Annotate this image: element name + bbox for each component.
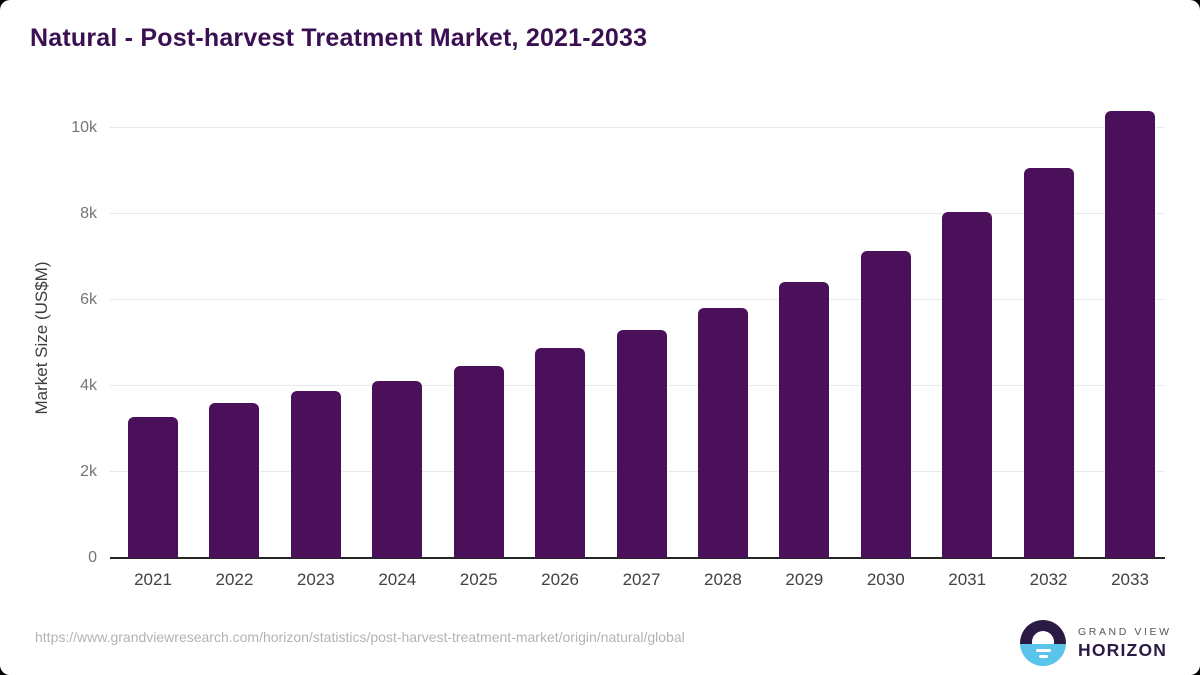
x-tick-label-2028: 2028 <box>703 570 742 589</box>
x-tick-label-2022: 2022 <box>215 570 254 589</box>
x-tick-label-2030: 2030 <box>866 570 905 589</box>
bar-2021[interactable] <box>128 416 178 558</box>
x-tick-label-2026: 2026 <box>541 570 579 589</box>
bar-2022[interactable] <box>209 403 260 558</box>
source-url-text: https://www.grandviewresearch.com/horizo… <box>35 629 685 645</box>
x-tick-label-2029: 2029 <box>785 570 824 589</box>
gridline-8k <box>110 213 1165 214</box>
grand-view-horizon-logo: GRAND VIEW HORIZON <box>1020 620 1172 666</box>
x-tick-label-2027: 2027 <box>622 570 661 589</box>
y-tick-label-0: 0 <box>88 549 97 566</box>
logo-product-name: HORIZON <box>1078 639 1168 660</box>
bar-2029[interactable] <box>779 281 830 558</box>
x-axis-line <box>110 557 1165 559</box>
x-tick-label-2021: 2021 <box>134 570 172 589</box>
y-tick-label-4k: 4k <box>80 377 97 394</box>
bar-2030[interactable] <box>860 250 911 558</box>
bar-2033[interactable] <box>1105 111 1155 558</box>
logo-wordmark: GRAND VIEW HORIZON <box>1078 627 1172 659</box>
bar-2025[interactable] <box>453 365 504 558</box>
sun-dome-shape <box>1032 631 1054 644</box>
bar-2024[interactable] <box>372 380 423 558</box>
plot-area: 0 2k 4k 6k 8k 10k 2021 2022 2023 2024 2025 2026 2027… <box>71 111 1165 589</box>
bar-2027[interactable] <box>616 329 667 558</box>
logo-brand-name: GRAND VIEW <box>1078 626 1172 638</box>
y-tick-label-6k: 6k <box>80 291 97 308</box>
chart-title: Natural - Post-harvest Treatment Market,… <box>30 24 648 52</box>
x-tick-label-2023: 2023 <box>296 570 335 589</box>
bar-2023[interactable] <box>290 390 341 558</box>
x-tick-label-2025: 2025 <box>459 570 498 589</box>
y-tick-label-10k: 10k <box>71 119 97 136</box>
bar-2028[interactable] <box>697 307 748 558</box>
x-tick-label-2033: 2033 <box>1111 570 1149 589</box>
reflection-line-icon <box>1035 649 1051 652</box>
reflection-line-icon <box>1038 655 1048 658</box>
horizon-sun-icon <box>1020 620 1066 666</box>
bar-2032[interactable] <box>1023 168 1074 558</box>
x-tick-label-2024: 2024 <box>378 570 417 589</box>
bar-2026[interactable] <box>535 348 586 558</box>
gridline-6k <box>110 299 1165 300</box>
x-tick-label-2032: 2032 <box>1029 570 1068 589</box>
y-tick-label-2k: 2k <box>80 463 97 480</box>
x-tick-label-2031: 2031 <box>948 570 987 589</box>
y-tick-label-8k: 8k <box>80 205 97 222</box>
gridline-10k <box>110 127 1165 128</box>
bar-2031[interactable] <box>942 212 993 558</box>
